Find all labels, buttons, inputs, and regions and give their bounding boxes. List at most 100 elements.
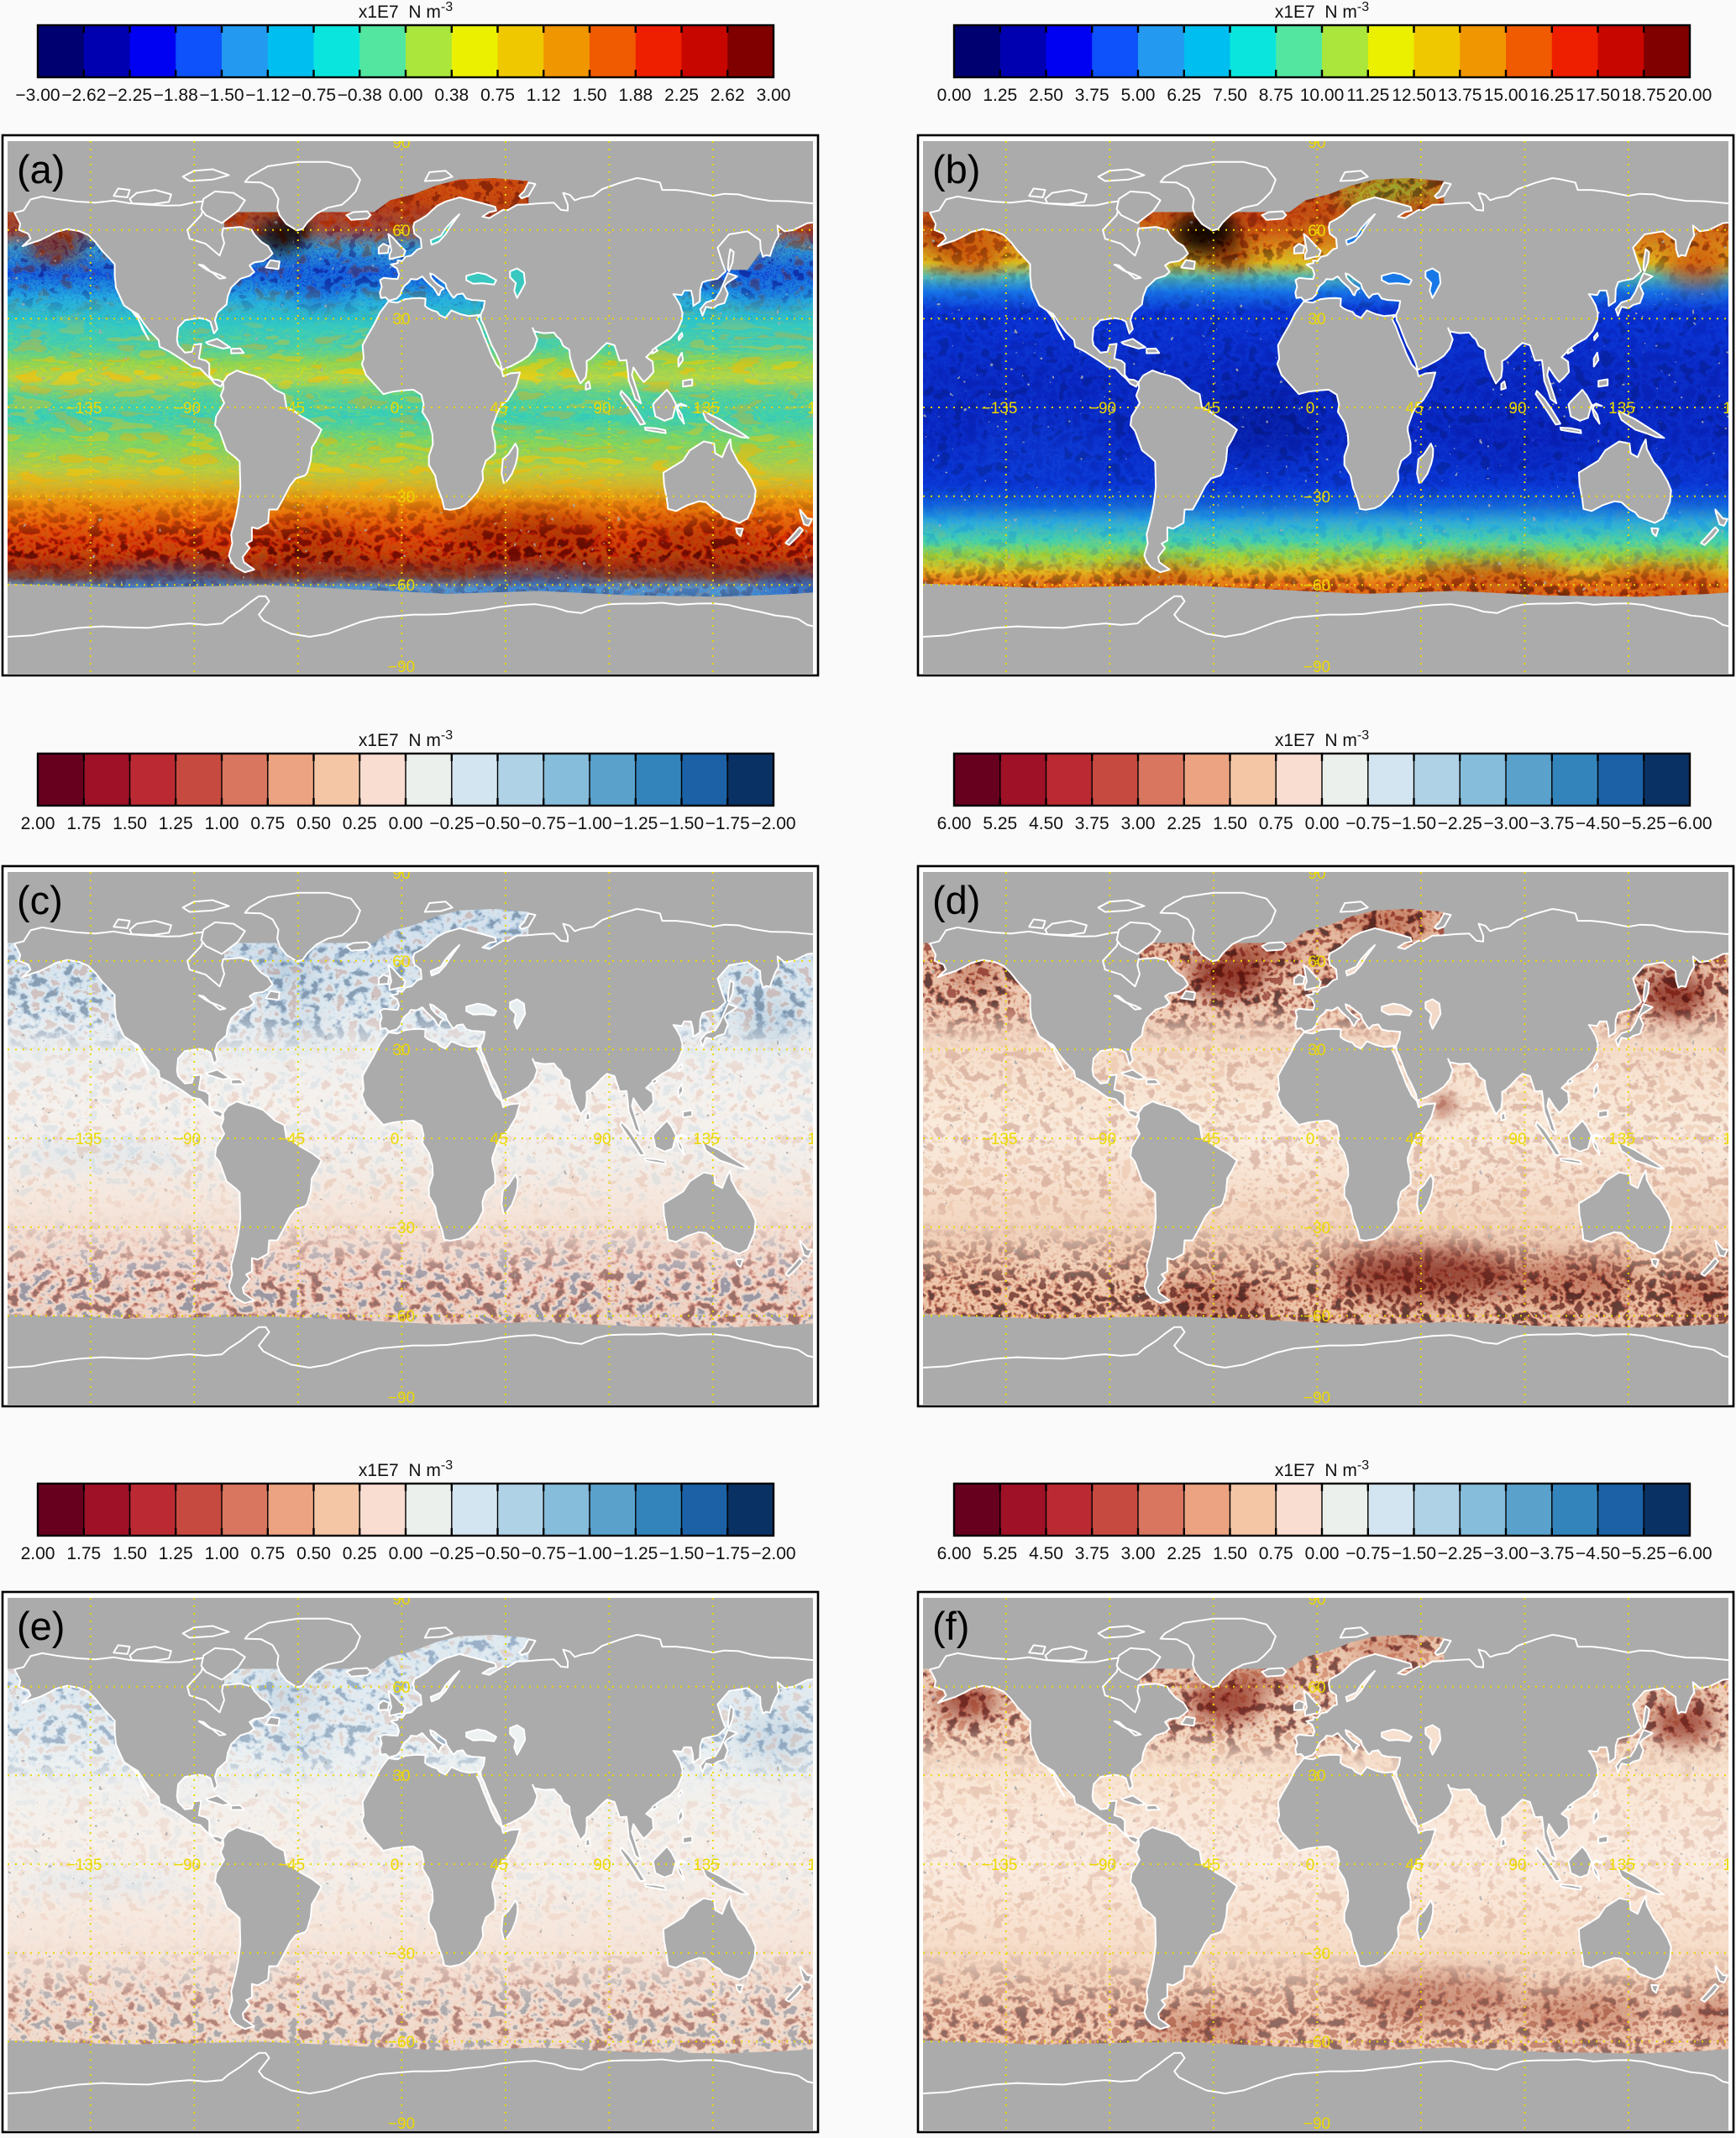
svg-text:0.25: 0.25 [343,1544,377,1563]
svg-text:20.00: 20.00 [1668,86,1712,105]
svg-text:1.00: 1.00 [205,814,239,833]
svg-text:12.50: 12.50 [1392,86,1436,105]
svg-text:−0.38: −0.38 [338,86,382,105]
svg-text:−5.25: −5.25 [1622,814,1666,833]
svg-text:−2.00: −2.00 [751,1544,795,1563]
svg-text:−1.50: −1.50 [1392,1544,1436,1563]
svg-text:−0.25: −0.25 [429,814,474,833]
svg-text:1.50: 1.50 [1213,1544,1247,1563]
svg-text:11.25: 11.25 [1346,86,1389,105]
svg-text:−1.75: −1.75 [705,814,750,833]
svg-text:15.00: 15.00 [1484,86,1529,105]
svg-text:0.75: 0.75 [480,86,515,105]
svg-text:−2.25: −2.25 [108,86,152,105]
svg-text:x1E7 N m-3: x1E7 N m-3 [1275,728,1369,750]
svg-text:(e): (e) [17,1604,65,1648]
svg-text:−0.50: −0.50 [475,1544,520,1563]
svg-text:2.25: 2.25 [664,86,699,105]
svg-text:(f): (f) [932,1604,969,1648]
svg-text:2.00: 2.00 [21,1544,55,1563]
svg-text:1.75: 1.75 [66,1544,101,1563]
svg-text:−6.00: −6.00 [1667,1544,1712,1563]
svg-text:10.00: 10.00 [1300,86,1345,105]
svg-text:−1.50: −1.50 [1392,814,1436,833]
svg-text:−1.00: −1.00 [567,814,611,833]
svg-text:−1.50: −1.50 [659,1544,704,1563]
svg-text:6.00: 6.00 [937,1544,972,1563]
svg-text:−1.00: −1.00 [567,1544,611,1563]
svg-text:−2.25: −2.25 [1438,814,1482,833]
svg-text:7.50: 7.50 [1213,86,1247,105]
svg-text:−0.25: −0.25 [429,1544,474,1563]
svg-text:x1E7 N m-3: x1E7 N m-3 [359,1458,453,1480]
svg-text:−1.25: −1.25 [613,1544,658,1563]
svg-text:x1E7 N m-3: x1E7 N m-3 [1275,1458,1369,1480]
svg-text:6.25: 6.25 [1167,86,1201,105]
svg-text:−1.88: −1.88 [154,86,198,105]
svg-text:2.25: 2.25 [1167,1544,1201,1563]
svg-text:−3.00: −3.00 [1483,1544,1528,1563]
svg-text:0.75: 0.75 [1259,814,1293,833]
svg-text:3.75: 3.75 [1075,86,1109,105]
svg-text:8.75: 8.75 [1259,86,1293,105]
svg-text:(b): (b) [932,147,980,192]
svg-text:−0.50: −0.50 [475,814,520,833]
svg-text:−5.25: −5.25 [1622,1544,1666,1563]
svg-text:−0.75: −0.75 [1345,814,1390,833]
svg-text:13.75: 13.75 [1438,86,1482,105]
svg-text:−2.25: −2.25 [1438,1544,1482,1563]
svg-text:0.75: 0.75 [250,814,285,833]
svg-text:−1.75: −1.75 [705,1544,750,1563]
svg-text:1.25: 1.25 [159,814,193,833]
svg-text:−2.00: −2.00 [751,814,795,833]
svg-text:3.75: 3.75 [1075,1544,1109,1563]
svg-text:x1E7 N m-3: x1E7 N m-3 [359,0,453,22]
svg-text:3.75: 3.75 [1075,814,1109,833]
svg-text:x1E7 N m-3: x1E7 N m-3 [1275,0,1369,22]
svg-text:1.25: 1.25 [159,1544,193,1563]
svg-text:6.00: 6.00 [937,814,972,833]
svg-text:−1.25: −1.25 [613,814,658,833]
svg-text:18.75: 18.75 [1622,86,1666,105]
svg-text:1.50: 1.50 [113,1544,147,1563]
svg-text:0.25: 0.25 [343,814,377,833]
svg-text:0.75: 0.75 [250,1544,285,1563]
svg-text:0.50: 0.50 [296,814,331,833]
svg-text:5.25: 5.25 [983,814,1017,833]
svg-text:−0.75: −0.75 [522,1544,566,1563]
svg-text:−2.62: −2.62 [61,86,106,105]
svg-text:1.50: 1.50 [113,814,147,833]
svg-text:−0.75: −0.75 [522,814,566,833]
svg-text:(a): (a) [17,147,65,192]
svg-text:2.62: 2.62 [711,86,745,105]
svg-text:−6.00: −6.00 [1667,814,1712,833]
svg-text:(d): (d) [932,878,980,922]
svg-text:1.25: 1.25 [983,86,1017,105]
svg-text:−3.75: −3.75 [1529,814,1574,833]
svg-text:−1.12: −1.12 [245,86,290,105]
svg-text:−1.50: −1.50 [659,814,704,833]
svg-text:−1.50: −1.50 [199,86,244,105]
svg-text:4.50: 4.50 [1029,814,1063,833]
svg-text:0.00: 0.00 [389,1544,423,1563]
svg-text:0.00: 0.00 [1305,1544,1340,1563]
svg-text:−4.50: −4.50 [1576,1544,1620,1563]
svg-text:16.25: 16.25 [1530,86,1575,105]
svg-text:2.00: 2.00 [21,814,55,833]
svg-text:1.88: 1.88 [618,86,653,105]
svg-text:0.00: 0.00 [389,86,423,105]
svg-text:0.00: 0.00 [389,814,423,833]
svg-text:−0.75: −0.75 [1345,1544,1390,1563]
svg-text:−3.75: −3.75 [1529,1544,1574,1563]
svg-text:x1E7 N m-3: x1E7 N m-3 [359,728,453,750]
svg-text:0.38: 0.38 [434,86,469,105]
svg-text:3.00: 3.00 [757,86,791,105]
svg-text:0.75: 0.75 [1259,1544,1293,1563]
svg-text:1.75: 1.75 [66,814,101,833]
svg-text:5.00: 5.00 [1121,86,1156,105]
svg-text:2.25: 2.25 [1167,814,1201,833]
svg-text:(c): (c) [17,878,63,922]
svg-text:5.25: 5.25 [983,1544,1017,1563]
svg-text:3.00: 3.00 [1121,814,1156,833]
svg-text:−3.00: −3.00 [15,86,60,105]
